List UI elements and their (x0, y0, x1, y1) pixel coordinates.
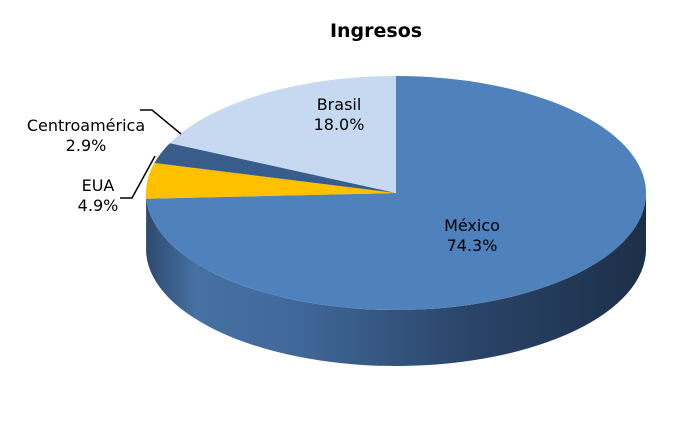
leader-line-centroamérica (140, 110, 181, 134)
slice-value: 4.9% (78, 196, 119, 215)
slice-name: México (444, 216, 500, 235)
pie-slices (146, 76, 646, 310)
slice-value: 74.3% (447, 236, 498, 255)
slice-value: 2.9% (66, 136, 107, 155)
slice-name: Centroamérica (27, 116, 145, 135)
slice-value: 18.0% (314, 115, 365, 134)
slice-name: Brasil (317, 95, 362, 114)
chart-title: Ingresos (330, 20, 422, 42)
slice-name: EUA (82, 176, 115, 195)
